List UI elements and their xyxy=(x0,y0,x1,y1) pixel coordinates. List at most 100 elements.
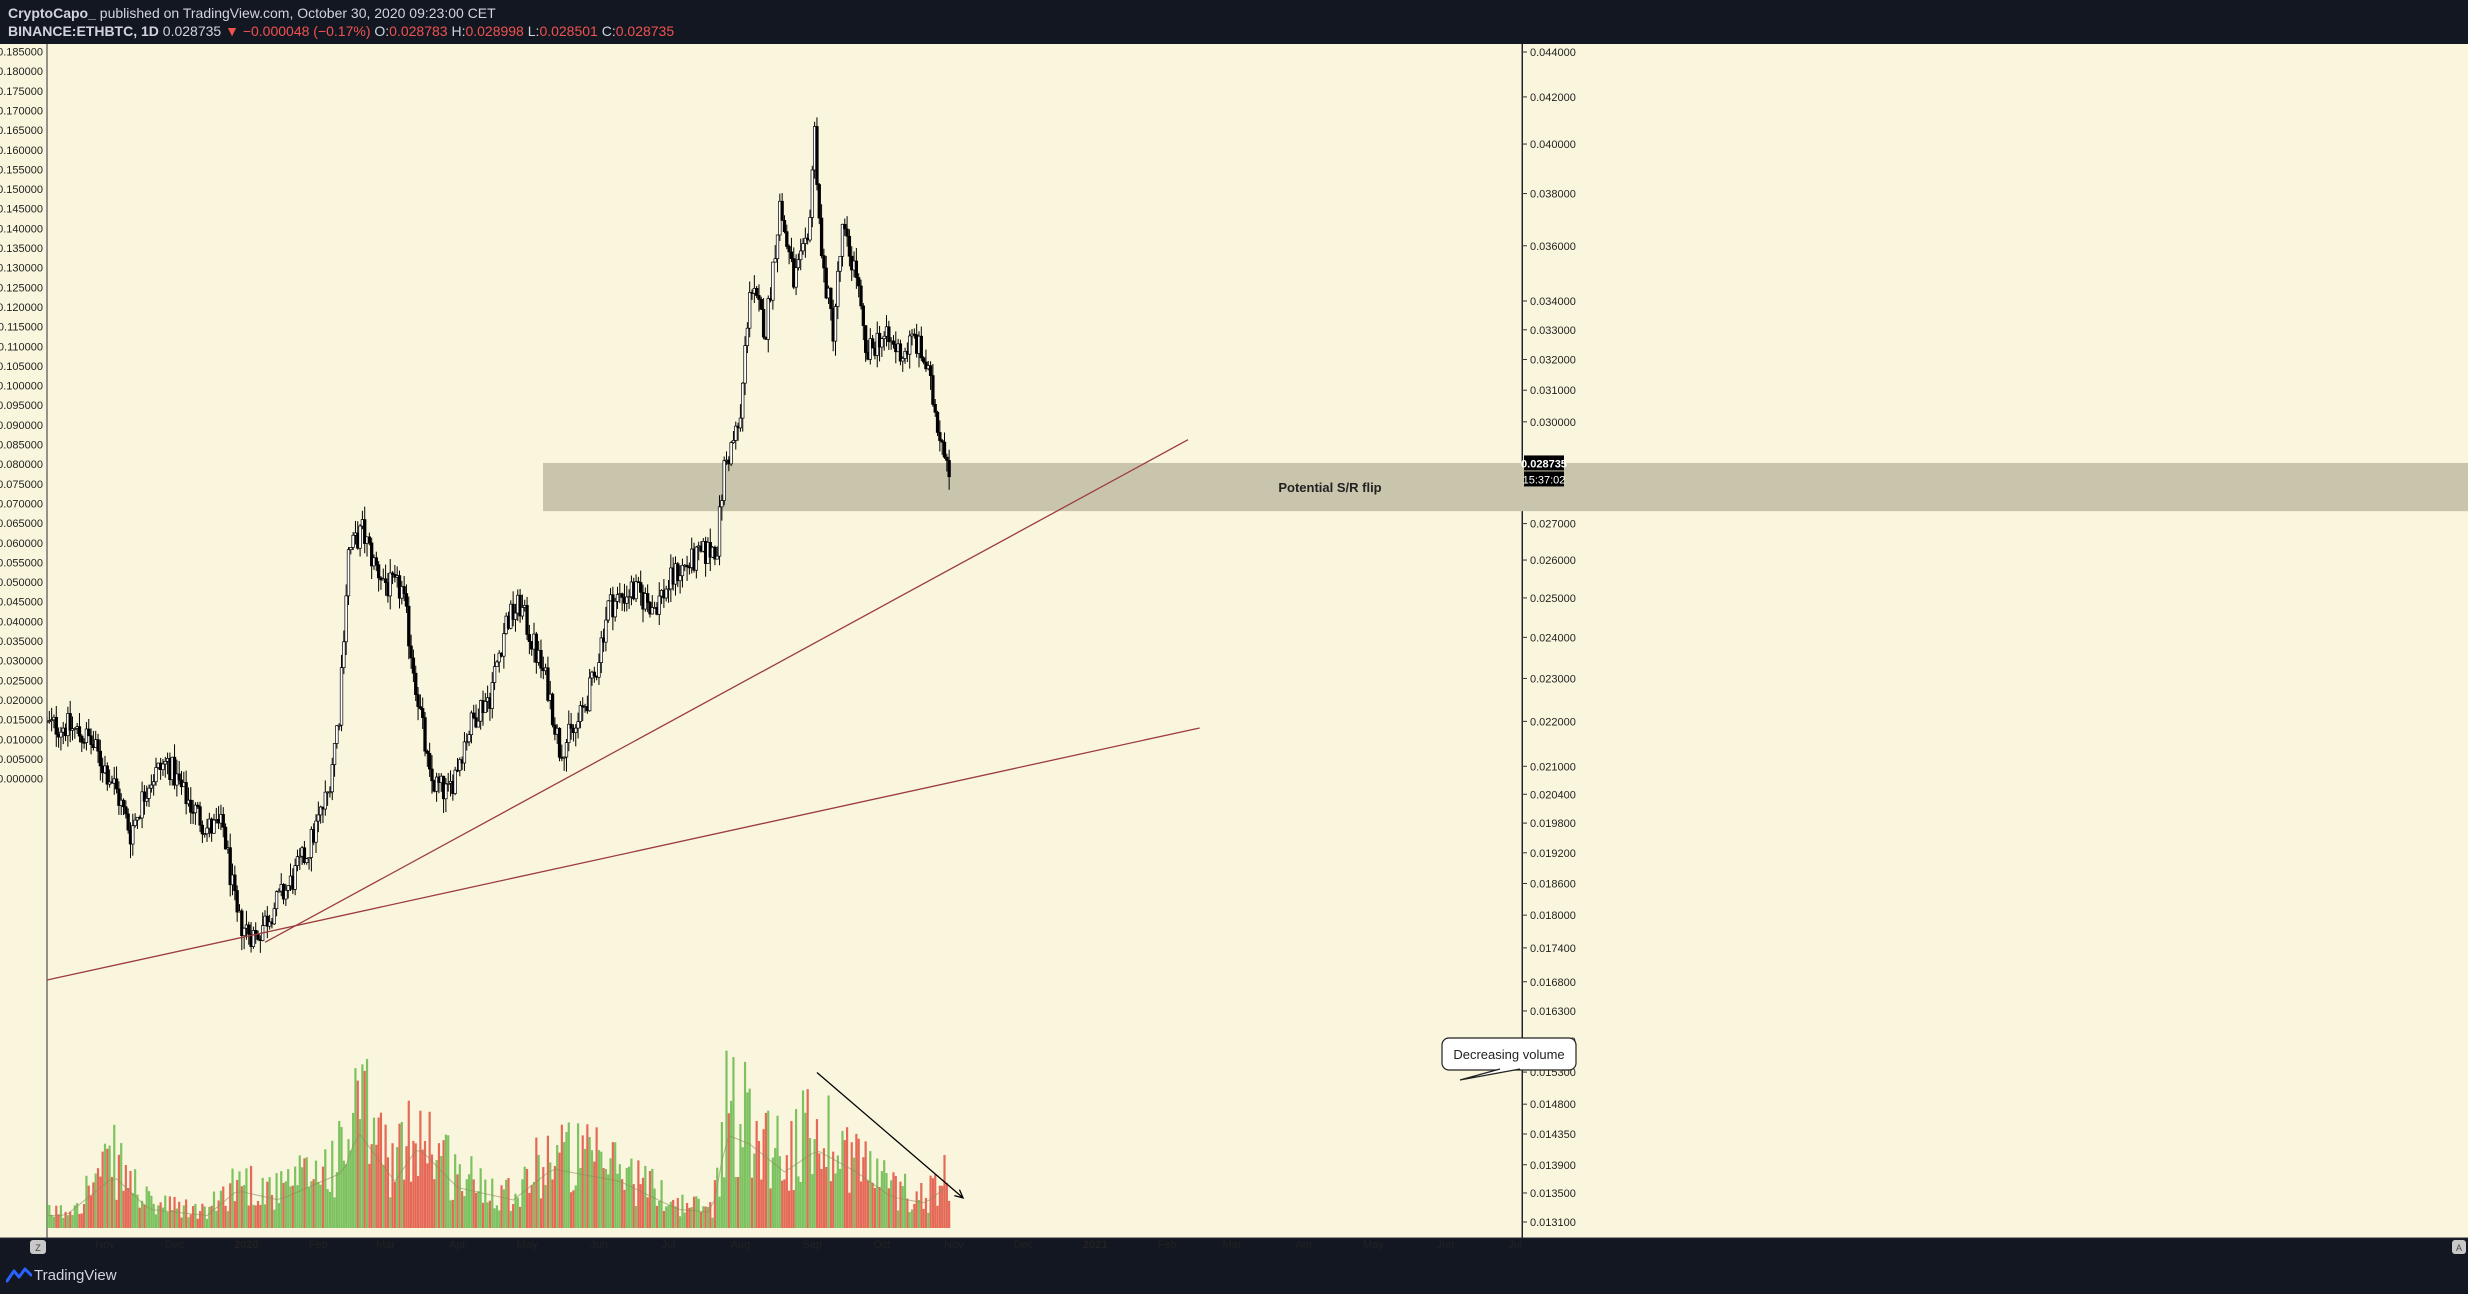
candle-body xyxy=(657,595,661,615)
volume-bar xyxy=(347,1139,350,1228)
candle-body xyxy=(314,820,318,843)
volume-bar xyxy=(549,1162,552,1228)
candle-body xyxy=(597,662,601,678)
volume-bar xyxy=(159,1202,162,1228)
left-axis-tick-label: 0.160000 xyxy=(0,145,43,157)
volume-bar xyxy=(145,1186,148,1228)
candle-body xyxy=(935,411,940,433)
candle-body xyxy=(358,525,362,549)
volume-bar xyxy=(523,1166,526,1228)
volume-bar xyxy=(136,1194,139,1228)
candle-body xyxy=(525,605,529,635)
candle-body xyxy=(847,235,852,257)
time-axis-label: Jun xyxy=(1437,1239,1455,1251)
volume-bar xyxy=(405,1146,408,1228)
volume-arrow-head xyxy=(954,1189,965,1199)
left-axis-tick-label: 0.185000 xyxy=(0,47,43,59)
volume-bar xyxy=(783,1179,786,1228)
candle-body xyxy=(942,441,947,458)
volume-bar xyxy=(430,1154,434,1228)
volume-bar xyxy=(484,1179,487,1228)
volume-bar xyxy=(607,1174,610,1228)
volume-bar xyxy=(92,1182,95,1228)
candle-body xyxy=(388,572,392,597)
volume-bar xyxy=(161,1207,165,1228)
candle-body xyxy=(467,734,471,743)
volume-bar xyxy=(117,1154,120,1228)
volume-bar xyxy=(52,1216,56,1228)
time-axis-label: Dec xyxy=(1014,1239,1034,1251)
volume-bar xyxy=(688,1207,691,1228)
left-axis-tick-label: 0.010000 xyxy=(0,734,43,746)
candle-body xyxy=(680,564,685,577)
chart-svg[interactable]: 0.044000 0.042000 0.040000 0.038000 0.036000… xyxy=(0,44,2468,1258)
volume-bar xyxy=(266,1181,269,1228)
volume-bar xyxy=(270,1194,274,1228)
volume-bar xyxy=(275,1173,278,1228)
left-axis-tick-label: 0.085000 xyxy=(0,440,43,452)
candle-body xyxy=(203,833,207,836)
candle-body xyxy=(453,769,457,794)
volume-bar xyxy=(398,1123,401,1228)
volume-bar xyxy=(307,1187,311,1228)
candle-body xyxy=(854,260,859,278)
candle-body xyxy=(562,756,566,759)
candle-body xyxy=(428,753,432,770)
author-name[interactable]: CryptoCapo_ xyxy=(8,5,96,21)
volume-bar xyxy=(377,1117,380,1228)
candle-body xyxy=(785,231,789,247)
candle-body xyxy=(462,741,467,764)
volume-bar xyxy=(829,1181,832,1228)
chart-area[interactable]: 0.044000 0.042000 0.040000 0.038000 0.036000… xyxy=(0,44,2468,1258)
volume-bar xyxy=(790,1121,793,1228)
candle-body xyxy=(351,534,355,548)
candle-body xyxy=(606,600,610,621)
volume-bar xyxy=(314,1160,318,1228)
left-axis-tick-label: 0.090000 xyxy=(0,420,43,432)
volume-bar xyxy=(157,1205,160,1228)
tradingview-brand[interactable]: TradingView xyxy=(34,1267,117,1284)
volume-bar xyxy=(762,1129,765,1228)
volume-bar xyxy=(363,1070,366,1228)
candle-body xyxy=(520,607,525,617)
volume-bar xyxy=(326,1189,329,1228)
candle-body xyxy=(741,382,745,419)
volume-bar xyxy=(368,1163,371,1228)
volume-bar xyxy=(222,1186,225,1228)
volume-bar xyxy=(743,1061,747,1228)
candle-body xyxy=(205,827,209,835)
volume-bar xyxy=(869,1151,872,1228)
volume-bar xyxy=(699,1211,703,1228)
volume-bar xyxy=(50,1214,53,1228)
volume-bar xyxy=(465,1179,468,1228)
price-change: −0.000048 (−0.17%) xyxy=(242,23,371,39)
volume-bar xyxy=(449,1200,452,1228)
time-axis-label: Dec xyxy=(165,1239,185,1251)
volume-bar xyxy=(277,1203,281,1228)
time-axis-label: Nov xyxy=(944,1239,964,1251)
time-axis-label: Oct xyxy=(873,1239,890,1251)
left-axis-tick-label: 0.110000 xyxy=(0,341,43,353)
left-axis-tick-label: 0.100000 xyxy=(0,381,43,393)
candle-body xyxy=(390,572,395,575)
candle-body xyxy=(810,169,814,218)
volume-bar xyxy=(229,1183,232,1228)
volume-bar xyxy=(301,1167,304,1228)
volume-bar xyxy=(873,1188,877,1228)
candle-body xyxy=(302,847,307,863)
volume-bar xyxy=(537,1154,540,1228)
candle-body xyxy=(717,506,722,557)
left-axis-tick-label: 0.015000 xyxy=(0,715,43,727)
tradingview-logo-icon[interactable] xyxy=(6,1266,32,1284)
volume-bar xyxy=(583,1148,587,1228)
volume-bar xyxy=(461,1191,464,1228)
candle-body xyxy=(193,804,198,814)
volume-bar xyxy=(774,1148,777,1228)
candle-body xyxy=(857,277,861,287)
candle-body xyxy=(409,645,413,659)
candle-body xyxy=(738,417,743,429)
candle-body xyxy=(861,305,865,326)
symbol-label[interactable]: BINANCE:ETHBTC, 1D xyxy=(8,23,159,39)
left-axis-tick-label: 0.095000 xyxy=(0,400,43,412)
volume-bar xyxy=(931,1178,935,1228)
